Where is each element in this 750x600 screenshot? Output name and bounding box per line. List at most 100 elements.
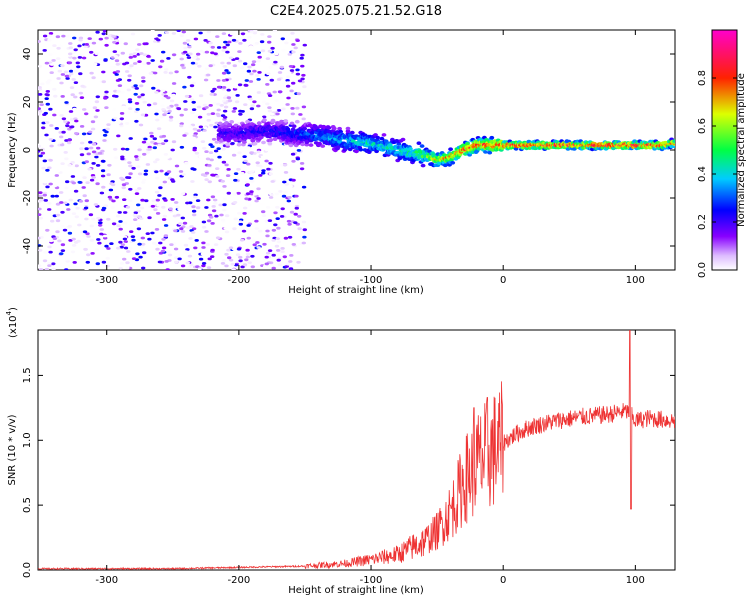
noise-point [267,40,272,44]
noise-point [171,93,176,97]
noise-point [97,241,102,245]
noise-point [133,84,138,88]
noise-point [151,184,156,187]
signal-point [270,118,276,123]
noise-point [203,39,208,42]
noise-point [208,41,213,45]
noise-point [72,107,77,111]
noise-point [296,149,302,152]
noise-point [161,97,166,100]
signal-point [450,161,456,165]
noise-point [166,57,171,60]
noise-point [47,166,52,170]
signal-point [326,126,332,130]
noise-point [267,249,273,253]
noise-point [142,100,147,104]
noise-point [191,231,196,234]
noise-point [127,98,133,101]
noise-point [213,198,218,202]
noise-point [97,151,103,155]
noise-point [174,70,179,74]
noise-point [179,113,184,117]
noise-point [161,246,167,250]
noise-point [91,217,96,221]
noise-point [42,259,48,263]
y-tick-label: -40 [22,238,33,254]
noise-point [168,71,174,75]
noise-point [232,201,238,204]
signal-point [397,156,403,161]
noise-point [277,263,283,267]
noise-point [95,164,101,167]
noise-point [254,227,259,230]
noise-point [293,46,298,50]
noise-point [128,247,133,250]
noise-point [90,120,96,124]
noise-point [84,199,90,203]
noise-point [64,139,69,142]
noise-point [122,237,128,241]
noise-point [285,84,291,88]
noise-point [250,179,255,183]
noise-point [256,78,261,81]
noise-point [230,142,235,145]
noise-point [162,180,167,184]
noise-point [137,148,142,152]
signal-point [375,135,380,140]
noise-point [286,219,292,223]
noise-point [165,48,170,52]
noise-point [63,151,68,154]
noise-point [288,184,293,188]
noise-point [203,78,209,82]
noise-point [59,135,64,139]
noise-point [293,212,298,216]
noise-point [51,262,56,266]
noise-point [218,256,224,259]
signal-point [345,129,351,133]
noise-point [110,206,116,209]
noise-point [68,265,73,268]
noise-point [75,206,80,210]
noise-point [254,199,259,203]
noise-point [284,41,289,45]
noise-point [39,103,44,106]
noise-point [83,45,88,48]
noise-point [195,57,200,61]
noise-point [103,236,108,240]
noise-point [120,147,126,151]
noise-point [185,201,190,205]
noise-point [183,250,189,254]
noise-point [64,74,70,78]
noise-point [39,198,45,202]
noise-point [85,181,90,185]
noise-point [144,42,149,46]
noise-point [169,243,174,247]
noise-point [252,100,257,104]
noise-point [51,59,56,62]
noise-point [78,72,83,76]
noise-point [159,59,165,63]
noise-point [210,195,216,199]
noise-point [260,155,266,159]
chart-title: C2E4.2025.075.21.52.G18 [270,4,442,19]
noise-point [45,168,50,172]
noise-point [200,140,206,144]
noise-point [205,157,211,161]
noise-point [89,71,94,75]
noise-point [156,44,162,48]
signal-point [354,149,359,154]
noise-point [235,253,241,257]
noise-point [192,213,197,217]
noise-point [212,154,217,158]
noise-point [295,157,301,161]
noise-point [286,230,292,234]
noise-point [85,232,90,236]
noise-point [282,163,288,167]
noise-point [89,146,94,150]
noise-point [59,191,64,194]
noise-point [280,37,285,41]
noise-point [100,169,106,173]
noise-point [170,198,175,201]
noise-point [101,180,106,184]
noise-point [196,105,202,109]
